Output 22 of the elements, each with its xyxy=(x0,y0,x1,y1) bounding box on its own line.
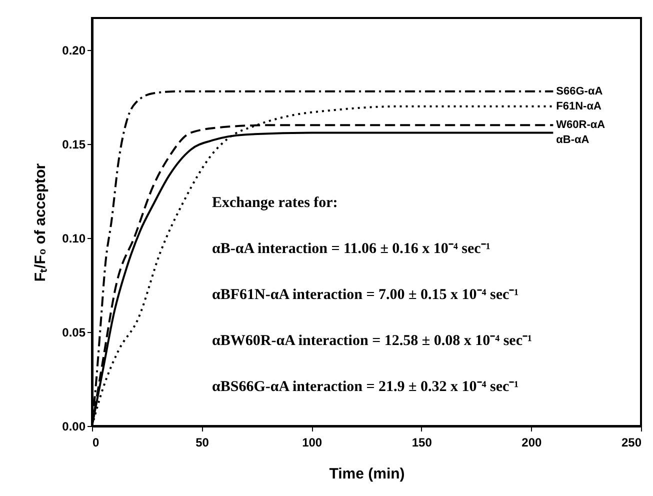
annotation: Exchange rates for: xyxy=(212,195,338,211)
x-tick-label: 150 xyxy=(412,436,432,450)
y-tick-label: 0.15 xyxy=(62,137,86,152)
series-label: S66G-αA xyxy=(556,85,603,98)
x-tick-label: 0 xyxy=(92,436,100,450)
x-tick-label: 50 xyxy=(196,436,210,450)
annotation: αBF61N-αA interaction = 7.00 ± 0.15 x 10⁻⁴ sec⁻¹ xyxy=(212,287,519,303)
series-label: αB-αA xyxy=(556,134,590,146)
series-label: F61N-αA xyxy=(556,100,602,112)
annotation: αBW60R-αA interaction = 12.58 ± 0.08 x 10⁻⁴ sec⁻¹ xyxy=(212,333,532,349)
x-tick-label: 100 xyxy=(302,436,322,450)
x-tick-label: 250 xyxy=(621,436,642,450)
annotation: αB-αA interaction = 11.06 ± 0.16 x 10⁻⁴ sec⁻¹ xyxy=(212,241,490,257)
annotation: αBS66G-αA interaction = 21.9 ± 0.32 x 10⁻⁴ sec⁻¹ xyxy=(212,379,519,395)
y-tick-label: 0.10 xyxy=(62,231,86,246)
y-axis-title: Fₜ/F₀ of acceptor xyxy=(32,163,50,282)
y-tick-label: 0.05 xyxy=(62,325,86,340)
x-tick-label: 200 xyxy=(522,436,542,450)
y-tick-label: 0.00 xyxy=(62,420,86,434)
y-tick-label: 0.20 xyxy=(62,43,86,58)
series-label: W60R-αA xyxy=(556,119,606,132)
x-axis-title: Time (min) xyxy=(329,466,405,482)
